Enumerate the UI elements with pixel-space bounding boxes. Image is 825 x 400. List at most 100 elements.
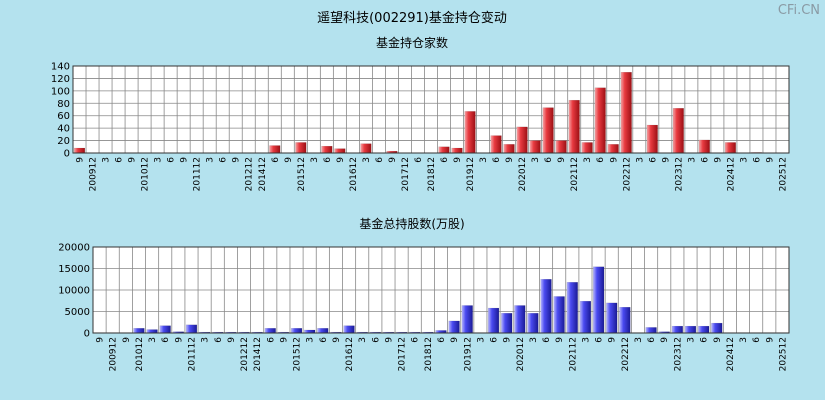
x-tick-label: 9: [336, 157, 346, 163]
bar: [555, 140, 567, 154]
x-tick-label: 9: [713, 157, 723, 163]
x-tick-label: 202112: [570, 157, 580, 191]
bar: [290, 328, 303, 334]
bar: [343, 325, 355, 334]
y-tick-label: 0: [84, 329, 90, 340]
bar: [514, 305, 526, 334]
x-tick-label: 201112: [193, 157, 203, 191]
bar: [185, 324, 198, 334]
bar: [542, 107, 554, 154]
bar: [334, 148, 346, 154]
x-tick-label: 3: [581, 337, 591, 343]
x-tick-label: 6: [542, 337, 552, 343]
x-tick-label: 3: [739, 337, 749, 343]
x-tick-label: 9: [505, 157, 515, 163]
x-tick-label: 9: [284, 157, 294, 163]
x-tick-label: 6: [544, 157, 554, 163]
x-tick-label: 201112: [187, 337, 197, 371]
x-tick-label: 201812: [424, 337, 434, 371]
x-tick-label: 201012: [135, 337, 145, 371]
x-tick-label: 201912: [466, 157, 476, 191]
bar: [503, 144, 515, 154]
bar: [448, 320, 460, 334]
x-tick-label: 9: [609, 157, 619, 163]
x-tick-label: 201812: [427, 157, 437, 191]
x-tick-label: 9: [96, 337, 106, 343]
x-tick-label: 202412: [726, 337, 736, 371]
y-tick-label: 120: [51, 74, 70, 85]
x-tick-label: 9: [660, 337, 670, 343]
bar: [645, 327, 657, 334]
bar: [146, 329, 158, 334]
bar: [464, 111, 476, 154]
x-tick-label: 6: [595, 337, 605, 343]
x-tick-label: 3: [306, 337, 316, 343]
x-tick-label: 9: [332, 337, 342, 343]
x-tick-label: 201212: [245, 157, 255, 191]
x-tick-label: 3: [583, 157, 593, 163]
x-tick-label: 9: [232, 157, 242, 163]
bar: [646, 124, 658, 154]
y-tick-label: 20000: [58, 243, 90, 254]
x-tick-label: 6: [440, 157, 450, 163]
x-tick-label: 9: [503, 337, 513, 343]
x-tick-label: 6: [752, 337, 762, 343]
x-tick-label: 3: [154, 157, 164, 163]
x-tick-label: 3: [479, 157, 489, 163]
x-tick-label: 6: [700, 157, 710, 163]
x-tick-label: 202312: [674, 157, 684, 191]
bar: [711, 322, 723, 334]
bar: [568, 99, 580, 154]
bar: [317, 328, 329, 334]
bar: [461, 305, 473, 334]
bar: [684, 325, 697, 334]
bar: [438, 146, 450, 154]
bar: [593, 266, 605, 334]
y-tick-label: 140: [51, 62, 70, 73]
x-tick-label: 202512: [778, 337, 788, 371]
x-tick-label: 6: [214, 337, 224, 343]
x-tick-label: 3: [739, 157, 749, 163]
x-tick-label: 6: [371, 337, 381, 343]
x-tick-label: 3: [635, 157, 645, 163]
bar: [620, 72, 632, 154]
bar: [264, 328, 276, 334]
x-tick-label: 201412: [258, 157, 268, 191]
x-tick-label: 3: [102, 157, 112, 163]
x-tick-label: 201712: [398, 337, 408, 371]
bar: [451, 147, 463, 154]
x-tick-label: 6: [161, 337, 171, 343]
watermark: CFi.CN: [778, 3, 820, 18]
bar: [671, 325, 683, 334]
bar: [321, 145, 333, 154]
x-tick-label: 9: [765, 337, 775, 343]
x-tick-label: 6: [648, 157, 658, 163]
y-tick-label: 10000: [58, 286, 90, 297]
bar: [579, 300, 592, 334]
x-tick-label: 201912: [463, 337, 473, 371]
y-tick-label: 100: [51, 86, 70, 97]
bar: [527, 313, 539, 334]
x-tick-label: 3: [148, 337, 158, 343]
chart-1-title: 基金持仓家数: [376, 35, 448, 50]
x-tick-label: 202012: [518, 157, 528, 191]
x-tick-label: 202212: [621, 337, 631, 371]
bar: [594, 87, 606, 154]
x-tick-label: 9: [180, 157, 190, 163]
x-tick-label: 200912: [89, 157, 99, 191]
x-tick-label: 3: [634, 337, 644, 343]
y-tick-label: 15000: [58, 264, 90, 275]
y-tick-label: 40: [57, 124, 70, 135]
x-tick-label: 9: [76, 157, 86, 163]
x-tick-label: 3: [687, 157, 697, 163]
bar: [501, 313, 513, 334]
bar: [698, 139, 710, 154]
x-tick-label: 6: [411, 337, 421, 343]
x-tick-label: 3: [310, 157, 320, 163]
plot-frame: [92, 246, 790, 334]
bar: [487, 307, 500, 334]
bar: [295, 142, 307, 154]
plot-frame: [72, 65, 790, 154]
